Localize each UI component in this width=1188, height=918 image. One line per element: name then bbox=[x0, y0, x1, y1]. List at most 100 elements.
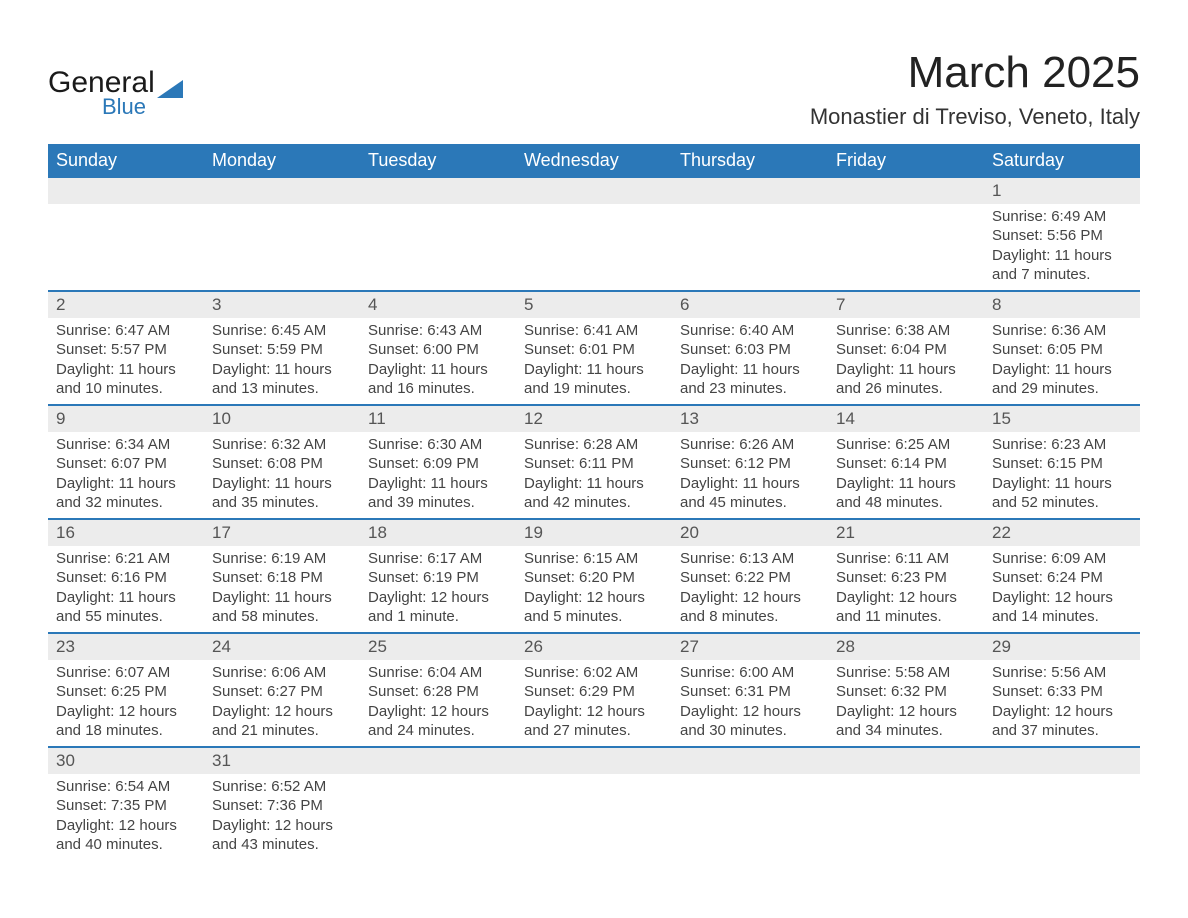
sunset-line: Sunset: 6:19 PM bbox=[368, 568, 508, 587]
calendar-day-cell: 20Sunrise: 6:13 AMSunset: 6:22 PMDayligh… bbox=[672, 519, 828, 633]
sunrise-line: Sunrise: 6:04 AM bbox=[368, 663, 508, 682]
calendar-day-cell: 14Sunrise: 6:25 AMSunset: 6:14 PMDayligh… bbox=[828, 405, 984, 519]
day-body: Sunrise: 6:02 AMSunset: 6:29 PMDaylight:… bbox=[516, 660, 672, 746]
sunrise-line: Sunrise: 6:28 AM bbox=[524, 435, 664, 454]
sunrise-line: Sunrise: 6:49 AM bbox=[992, 207, 1132, 226]
sunrise-line: Sunrise: 6:19 AM bbox=[212, 549, 352, 568]
calendar-day-cell bbox=[672, 178, 828, 291]
weekday-header: Tuesday bbox=[360, 144, 516, 178]
day-number: 10 bbox=[204, 406, 360, 432]
sunrise-line: Sunrise: 6:52 AM bbox=[212, 777, 352, 796]
daylight-line: Daylight: 12 hours and 11 minutes. bbox=[836, 588, 976, 626]
sunset-line: Sunset: 6:03 PM bbox=[680, 340, 820, 359]
calendar-day-cell: 10Sunrise: 6:32 AMSunset: 6:08 PMDayligh… bbox=[204, 405, 360, 519]
sunset-line: Sunset: 5:59 PM bbox=[212, 340, 352, 359]
calendar-day-cell: 22Sunrise: 6:09 AMSunset: 6:24 PMDayligh… bbox=[984, 519, 1140, 633]
day-body: Sunrise: 6:28 AMSunset: 6:11 PMDaylight:… bbox=[516, 432, 672, 518]
sunrise-line: Sunrise: 6:34 AM bbox=[56, 435, 196, 454]
daylight-line: Daylight: 11 hours and 42 minutes. bbox=[524, 474, 664, 512]
daylight-line: Daylight: 11 hours and 19 minutes. bbox=[524, 360, 664, 398]
sunrise-line: Sunrise: 6:47 AM bbox=[56, 321, 196, 340]
day-number: 8 bbox=[984, 292, 1140, 318]
daylight-line: Daylight: 11 hours and 48 minutes. bbox=[836, 474, 976, 512]
calendar-week-row: 30Sunrise: 6:54 AMSunset: 7:35 PMDayligh… bbox=[48, 747, 1140, 860]
daylight-line: Daylight: 12 hours and 30 minutes. bbox=[680, 702, 820, 740]
day-body: Sunrise: 6:52 AMSunset: 7:36 PMDaylight:… bbox=[204, 774, 360, 860]
day-number: 20 bbox=[672, 520, 828, 546]
day-number: 31 bbox=[204, 748, 360, 774]
day-number: 24 bbox=[204, 634, 360, 660]
calendar-day-cell: 27Sunrise: 6:00 AMSunset: 6:31 PMDayligh… bbox=[672, 633, 828, 747]
daylight-line: Daylight: 12 hours and 1 minute. bbox=[368, 588, 508, 626]
calendar-day-cell bbox=[984, 747, 1140, 860]
sunrise-line: Sunrise: 6:07 AM bbox=[56, 663, 196, 682]
day-number bbox=[48, 178, 204, 204]
day-number: 1 bbox=[984, 178, 1140, 204]
day-body: Sunrise: 6:30 AMSunset: 6:09 PMDaylight:… bbox=[360, 432, 516, 518]
weekday-header: Saturday bbox=[984, 144, 1140, 178]
sunset-line: Sunset: 6:08 PM bbox=[212, 454, 352, 473]
day-body: Sunrise: 5:58 AMSunset: 6:32 PMDaylight:… bbox=[828, 660, 984, 746]
day-body: Sunrise: 6:06 AMSunset: 6:27 PMDaylight:… bbox=[204, 660, 360, 746]
sunset-line: Sunset: 7:36 PM bbox=[212, 796, 352, 815]
daylight-line: Daylight: 11 hours and 10 minutes. bbox=[56, 360, 196, 398]
day-body: Sunrise: 6:23 AMSunset: 6:15 PMDaylight:… bbox=[984, 432, 1140, 518]
sunset-line: Sunset: 6:04 PM bbox=[836, 340, 976, 359]
daylight-line: Daylight: 11 hours and 23 minutes. bbox=[680, 360, 820, 398]
sunset-line: Sunset: 6:23 PM bbox=[836, 568, 976, 587]
day-body: Sunrise: 6:09 AMSunset: 6:24 PMDaylight:… bbox=[984, 546, 1140, 632]
sunrise-line: Sunrise: 6:06 AM bbox=[212, 663, 352, 682]
daylight-line: Daylight: 12 hours and 24 minutes. bbox=[368, 702, 508, 740]
calendar-day-cell: 24Sunrise: 6:06 AMSunset: 6:27 PMDayligh… bbox=[204, 633, 360, 747]
day-body: Sunrise: 6:07 AMSunset: 6:25 PMDaylight:… bbox=[48, 660, 204, 746]
daylight-line: Daylight: 11 hours and 35 minutes. bbox=[212, 474, 352, 512]
day-number: 23 bbox=[48, 634, 204, 660]
day-number: 19 bbox=[516, 520, 672, 546]
day-body: Sunrise: 6:26 AMSunset: 6:12 PMDaylight:… bbox=[672, 432, 828, 518]
calendar-day-cell: 7Sunrise: 6:38 AMSunset: 6:04 PMDaylight… bbox=[828, 291, 984, 405]
day-body: Sunrise: 6:43 AMSunset: 6:00 PMDaylight:… bbox=[360, 318, 516, 404]
daylight-line: Daylight: 12 hours and 8 minutes. bbox=[680, 588, 820, 626]
calendar-day-cell bbox=[360, 747, 516, 860]
calendar-day-cell bbox=[360, 178, 516, 291]
day-number bbox=[516, 748, 672, 774]
calendar-day-cell bbox=[48, 178, 204, 291]
daylight-line: Daylight: 11 hours and 58 minutes. bbox=[212, 588, 352, 626]
page-title: March 2025 bbox=[810, 48, 1140, 98]
sunrise-line: Sunrise: 5:56 AM bbox=[992, 663, 1132, 682]
daylight-line: Daylight: 12 hours and 34 minutes. bbox=[836, 702, 976, 740]
brand-triangle-icon bbox=[157, 80, 183, 98]
calendar-day-cell: 8Sunrise: 6:36 AMSunset: 6:05 PMDaylight… bbox=[984, 291, 1140, 405]
sunset-line: Sunset: 6:24 PM bbox=[992, 568, 1132, 587]
day-number bbox=[672, 748, 828, 774]
day-number: 12 bbox=[516, 406, 672, 432]
sunrise-line: Sunrise: 6:11 AM bbox=[836, 549, 976, 568]
calendar-day-cell: 1Sunrise: 6:49 AMSunset: 5:56 PMDaylight… bbox=[984, 178, 1140, 291]
day-number: 6 bbox=[672, 292, 828, 318]
sunrise-line: Sunrise: 6:41 AM bbox=[524, 321, 664, 340]
day-body: Sunrise: 6:21 AMSunset: 6:16 PMDaylight:… bbox=[48, 546, 204, 632]
sunrise-line: Sunrise: 6:26 AM bbox=[680, 435, 820, 454]
sunrise-line: Sunrise: 6:54 AM bbox=[56, 777, 196, 796]
page-header: General Blue March 2025 Monastier di Tre… bbox=[48, 48, 1140, 130]
daylight-line: Daylight: 11 hours and 39 minutes. bbox=[368, 474, 508, 512]
sunset-line: Sunset: 6:11 PM bbox=[524, 454, 664, 473]
day-number bbox=[204, 178, 360, 204]
sunset-line: Sunset: 6:09 PM bbox=[368, 454, 508, 473]
sunset-line: Sunset: 5:57 PM bbox=[56, 340, 196, 359]
weekday-header-row: SundayMondayTuesdayWednesdayThursdayFrid… bbox=[48, 144, 1140, 178]
sunset-line: Sunset: 6:28 PM bbox=[368, 682, 508, 701]
day-number: 22 bbox=[984, 520, 1140, 546]
day-number bbox=[984, 748, 1140, 774]
sunset-line: Sunset: 6:20 PM bbox=[524, 568, 664, 587]
day-body bbox=[984, 774, 1140, 783]
sunset-line: Sunset: 6:16 PM bbox=[56, 568, 196, 587]
sunrise-line: Sunrise: 6:43 AM bbox=[368, 321, 508, 340]
day-number: 13 bbox=[672, 406, 828, 432]
calendar-day-cell: 28Sunrise: 5:58 AMSunset: 6:32 PMDayligh… bbox=[828, 633, 984, 747]
sunset-line: Sunset: 6:14 PM bbox=[836, 454, 976, 473]
day-number: 21 bbox=[828, 520, 984, 546]
day-number: 14 bbox=[828, 406, 984, 432]
day-body: Sunrise: 6:17 AMSunset: 6:19 PMDaylight:… bbox=[360, 546, 516, 632]
day-number: 9 bbox=[48, 406, 204, 432]
